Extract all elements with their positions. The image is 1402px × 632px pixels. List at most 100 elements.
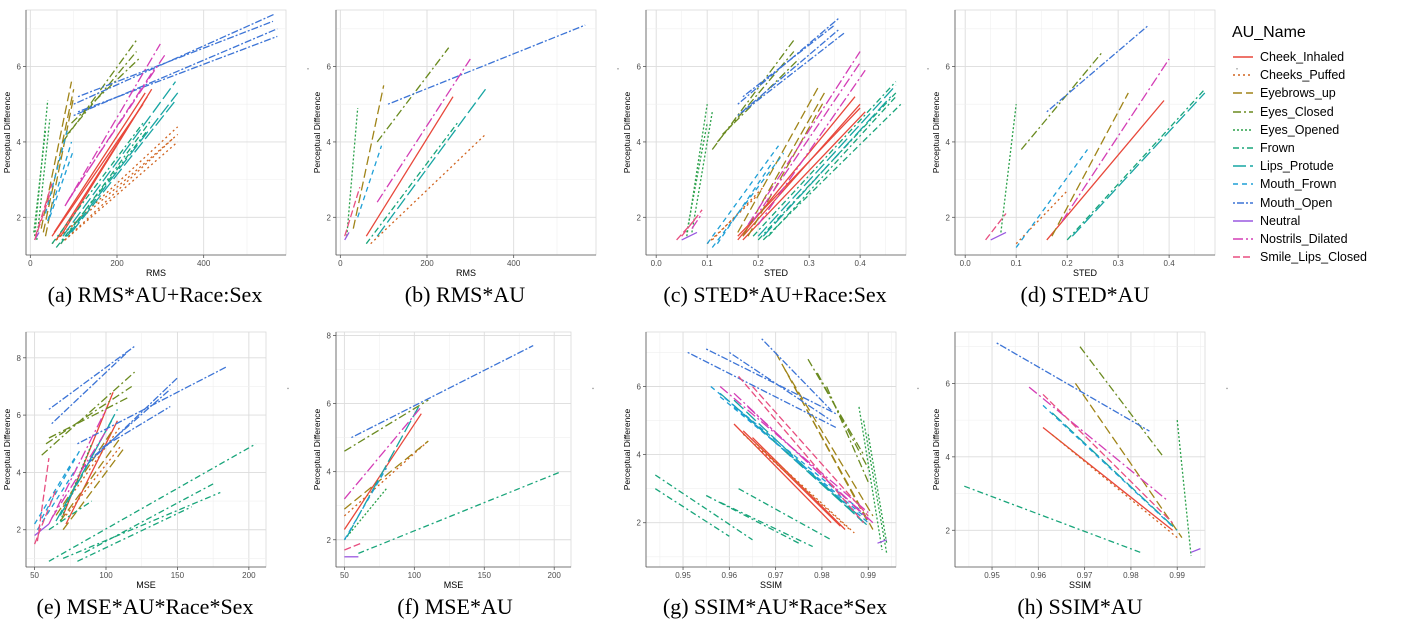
series-line-eyes-closed [1079, 346, 1164, 458]
series-line-mouth-open [996, 342, 1150, 432]
y-axis-label: Perceptual Difference [622, 408, 632, 490]
series-line-eyes-opened [1000, 104, 1017, 233]
series-line-mouth-frown [711, 152, 785, 248]
y-tick-label: 2 [637, 519, 642, 528]
series-line-nostrils-dilated [343, 406, 422, 500]
panel-caption: (f) MSE*AU [397, 594, 513, 619]
stray-mark [592, 387, 594, 390]
y-tick-label: 2 [17, 213, 22, 222]
series-line-lips-protude [376, 88, 487, 237]
series-line-nostrils-dilated [747, 51, 861, 226]
series-line-frown [1066, 88, 1206, 241]
series-line-mouth-frown [47, 141, 73, 222]
series-line-frown [365, 122, 458, 245]
legend-label: Cheek_Inhaled [1260, 50, 1345, 65]
series-line-eyebrows-up [742, 92, 825, 237]
series-line-frown [767, 96, 897, 237]
panel-caption: (e) MSE*AU*Race*Sex [36, 594, 254, 619]
y-tick-label: 6 [946, 379, 951, 388]
legend-key [1233, 183, 1253, 186]
y-tick-label: 6 [17, 63, 22, 72]
series-line-cheeks-puffed [60, 141, 179, 245]
series-line-eyes-opened [59, 443, 93, 522]
series-line-frown [358, 470, 562, 555]
panel-caption: (h) SSIM*AU [1017, 594, 1143, 619]
legend-item: Eyebrows_up [1232, 84, 1397, 102]
series-line-eyes-opened [686, 122, 708, 233]
series-line-smile-lips-closed [738, 375, 865, 524]
legend-item: Nostrils_Dilated [1232, 230, 1397, 248]
plot-area [954, 9, 1216, 256]
series-line-neutral [681, 231, 698, 241]
y-tick-label: 4 [17, 138, 22, 147]
series-line-mouth-open [737, 28, 841, 116]
x-tick-label: 200 [420, 259, 434, 268]
panel-caption: (c) STED*AU+Race:Sex [663, 282, 887, 307]
y-tick-label: 2 [327, 213, 332, 222]
series-line-frown [48, 443, 257, 562]
y-axis-label: Perceptual Difference [622, 91, 632, 173]
y-axis-label: Perceptual Difference [931, 91, 941, 173]
series-line-smile-lips-closed [344, 187, 361, 237]
series-line-frown [654, 488, 730, 537]
series-line-eyes-closed [826, 386, 869, 483]
series-line-mouth-frown [1015, 149, 1089, 248]
y-tick-label: 6 [327, 63, 332, 72]
series-line-smile-lips-closed [34, 183, 53, 237]
series-line-eyebrows-up [784, 369, 874, 517]
legend-item: Eyes_Opened [1232, 121, 1397, 139]
plot-area [335, 331, 572, 568]
series-line-nostrils-dilated [376, 58, 471, 203]
y-tick-label: 4 [946, 453, 951, 462]
series-line-smile-lips-closed [985, 213, 1007, 241]
legend-key [1233, 56, 1253, 58]
x-tick-label: 200 [242, 571, 256, 580]
series-line-eyes-opened [1176, 420, 1192, 557]
y-tick-label: 6 [946, 63, 951, 72]
legend-label: Lips_Protude [1260, 159, 1334, 174]
y-tick-label: 4 [327, 138, 332, 147]
series-line-mouth-frown [1042, 404, 1174, 528]
series-line-lips-protude [1071, 92, 1206, 237]
legend-key [1233, 92, 1253, 95]
panel-caption: (d) STED*AU [1020, 282, 1150, 307]
series-line-frown [719, 501, 813, 548]
series-line-nostrils-dilated [1028, 386, 1169, 502]
stray-mark [287, 387, 289, 390]
series-line-cheek-inhaled [1046, 100, 1165, 241]
x-tick-label: 0.97 [768, 571, 784, 580]
x-tick-label: 0.1 [702, 259, 714, 268]
series-line-eyebrows-up [343, 440, 429, 510]
y-axis-label: Perceptual Difference [312, 91, 322, 173]
series-line-cheeks-puffed [343, 440, 429, 517]
series-line-mouth-open [73, 13, 276, 105]
series-line-frown [60, 118, 153, 245]
panel-2: 0.0 0.1 0.2 0.3 0.4 2 4 6 STED Perceptual Differe… [622, 9, 929, 278]
series-line-mouth-open [48, 345, 135, 410]
series-line-nostrils-dilated [752, 62, 861, 222]
x-tick-label: 0.98 [1123, 571, 1139, 580]
legend-key [1233, 256, 1253, 258]
series-line-eyes-closed [1020, 51, 1104, 150]
series-line-lips-protude [70, 100, 177, 233]
x-tick-label: 200 [110, 259, 124, 268]
legend-label: Frown [1260, 141, 1295, 156]
x-axis-label: RMS [146, 268, 166, 278]
series-line-nostrils-dilated [64, 43, 161, 207]
x-axis-label: STED [1073, 268, 1098, 278]
series-line-eyes-closed [48, 397, 128, 439]
legend-item: Cheeks_Puffed [1232, 66, 1397, 84]
series-line-frown [738, 488, 832, 541]
panel-6: 0.95 0.96 0.97 0.98 0.99 2 4 6 SSIM Perceptual Di… [622, 331, 919, 590]
legend-title: AU_Name [1232, 24, 1306, 41]
series-line-smile-lips-closed [681, 209, 703, 237]
legend-item: Eyes_Closed [1232, 103, 1397, 121]
y-axis-label: Perceptual Difference [931, 408, 941, 490]
x-tick-label: 100 [408, 571, 422, 580]
series-line-neutral [877, 539, 887, 544]
series-line-mouth-open [77, 365, 228, 445]
series-line-mouth-open [77, 35, 278, 113]
x-tick-label: 0 [28, 259, 33, 268]
legend-items: Cheek_Inhaled Cheeks_Puffed Eyebrows_up Eye… [1232, 48, 1397, 266]
